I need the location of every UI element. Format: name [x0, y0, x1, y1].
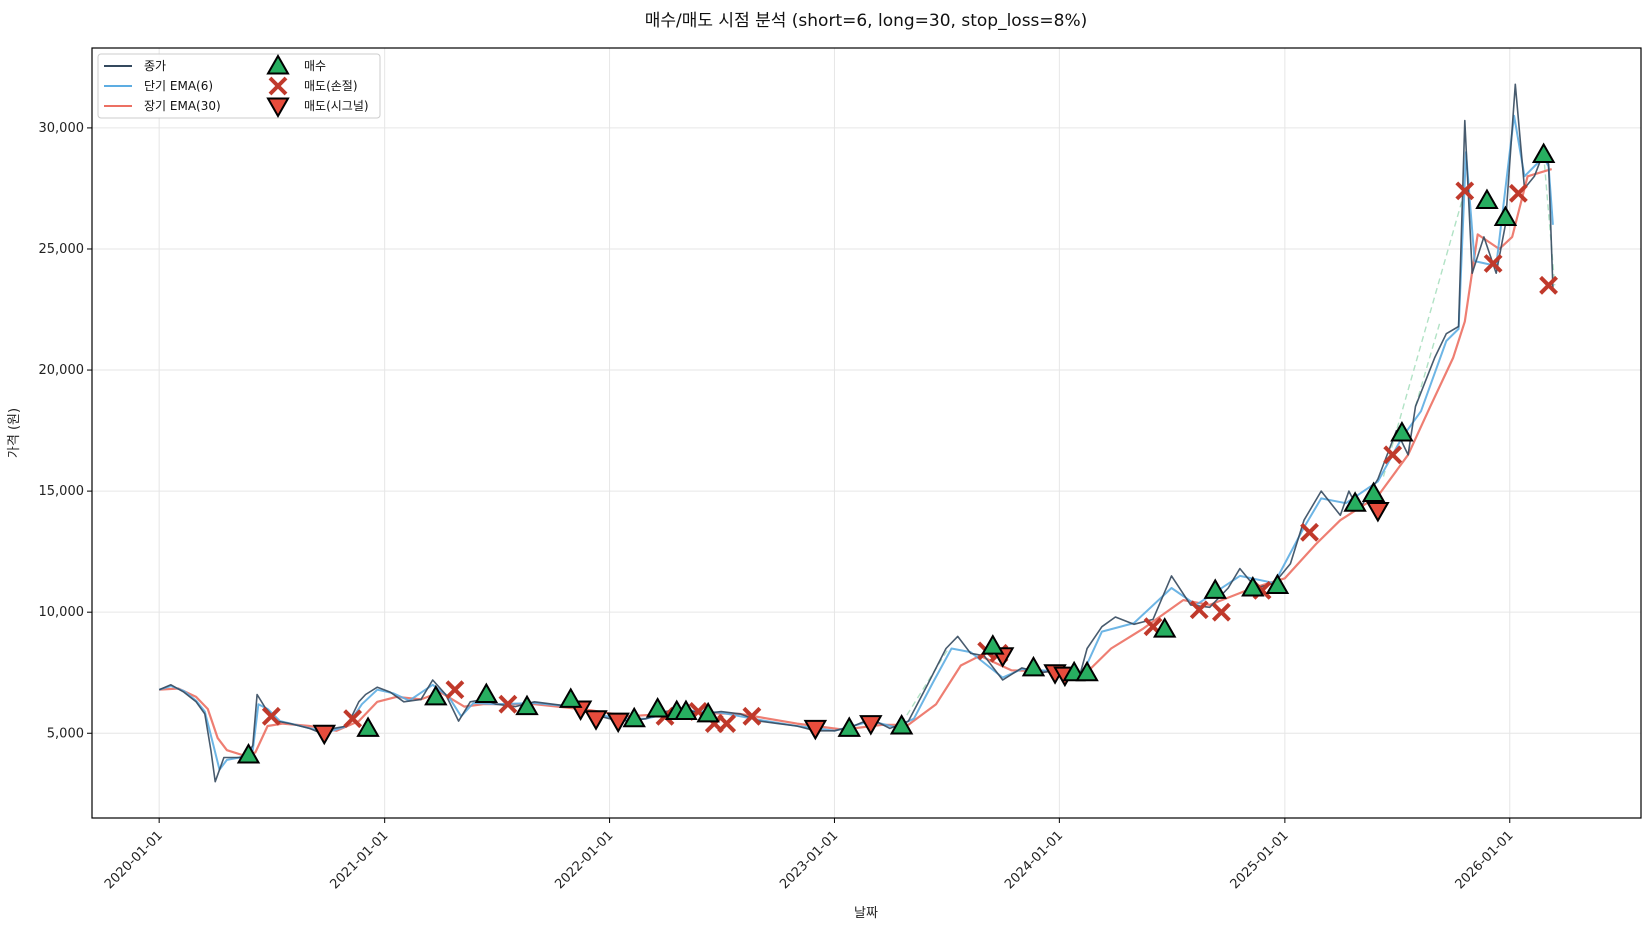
y-tick-label: 20,000 [39, 363, 85, 378]
y-axis-label: 가격 (원) [7, 408, 22, 458]
buy-marker [1475, 188, 1499, 210]
sell-stoploss-marker [742, 706, 762, 726]
legend-label: 매수 [304, 59, 326, 73]
y-tick-label: 30,000 [39, 121, 85, 136]
sell-stoploss-marker [1383, 445, 1403, 465]
buy-marker [674, 699, 698, 720]
buy-marker [1361, 481, 1386, 503]
y-tick-label: 5,000 [47, 726, 84, 741]
buy-marker [889, 713, 914, 735]
sell-stoploss-marker [1211, 602, 1231, 622]
sell-stoploss-marker [445, 680, 465, 700]
trade-link-line [901, 648, 950, 724]
sell-signal-marker [1366, 501, 1390, 523]
buy-marker [559, 687, 583, 708]
buy-marker [981, 634, 1005, 655]
buy-marker [1390, 420, 1414, 442]
stoploss-stroke [1455, 181, 1475, 201]
stoploss-stroke [343, 709, 363, 729]
stoploss-stroke [1539, 275, 1558, 295]
plot-area [158, 83, 1558, 783]
buy-marker [1531, 142, 1556, 164]
sell-stoploss-marker [1539, 275, 1558, 295]
sell-signal-marker [859, 715, 883, 736]
stoploss-stroke [1211, 602, 1231, 622]
legend-label: 종가 [144, 59, 166, 73]
stoploss-stroke [1300, 522, 1319, 542]
sell-stoploss-marker [717, 714, 737, 733]
buy-marker [474, 682, 499, 704]
buy-marker [515, 694, 539, 716]
buy-marker [1203, 578, 1227, 599]
buy-marker [1343, 491, 1367, 512]
sell-stoploss-marker [1483, 254, 1503, 273]
legend-sell-signal-swatch [266, 97, 290, 119]
buy-marker [1241, 575, 1265, 597]
sell-signal-marker [312, 724, 337, 746]
legend-box [97, 53, 381, 119]
stoploss-stroke [1383, 445, 1403, 465]
y-tick-label: 15,000 [39, 484, 85, 499]
sell-stoploss-marker [1189, 600, 1209, 620]
buy-marker [1493, 205, 1518, 226]
sell-stoploss-marker [1455, 181, 1475, 201]
buy-marker [837, 716, 861, 737]
buy-marker [622, 706, 646, 728]
stoploss-stroke [445, 680, 465, 700]
stoploss-stroke [268, 76, 288, 96]
y-tick-label: 25,000 [39, 242, 85, 257]
sell-signal-marker [584, 710, 608, 731]
stoploss-stroke [498, 694, 518, 714]
sell-stoploss-marker [343, 709, 363, 729]
buy-marker [1021, 655, 1046, 677]
sell-signal-marker [606, 712, 630, 734]
stoploss-stroke [1189, 600, 1209, 620]
legend-label: 단기 EMA(6) [144, 79, 213, 93]
trade-link-line [1414, 321, 1441, 407]
chart-title: 매수/매도 시점 분석 (short=6, long=30, stop_loss… [645, 11, 1088, 31]
buy-marker [696, 701, 720, 723]
stoploss-stroke [1143, 617, 1163, 637]
buy-marker [1075, 660, 1099, 682]
sell-stoploss-marker [1300, 522, 1319, 542]
buy-marker [236, 743, 261, 764]
x-axis-label: 날짜 [854, 906, 878, 921]
stoploss-stroke [742, 706, 762, 726]
series-line-2 [159, 168, 1553, 757]
buy-marker [1152, 617, 1177, 638]
legend-label: 매도(손절) [304, 79, 358, 93]
buy-marker [356, 716, 380, 737]
legend-label: 매도(시그널) [304, 99, 369, 113]
y-tick-label: 10,000 [39, 605, 85, 620]
sell-stoploss-marker [261, 706, 281, 726]
plot-frame [91, 47, 1642, 819]
stoploss-stroke [1508, 183, 1528, 203]
stoploss-stroke [261, 706, 281, 726]
stoploss-stroke [1483, 254, 1503, 273]
trade-link-line [1542, 154, 1556, 286]
buy-marker [424, 684, 448, 706]
sell-stoploss-marker [498, 694, 518, 714]
legend-label: 장기 EMA(30) [144, 99, 221, 113]
stoploss-stroke [717, 714, 737, 733]
legend-stoploss-swatch [268, 76, 288, 96]
sell-signal-marker [803, 719, 828, 741]
sell-stoploss-marker [1508, 183, 1528, 203]
buy-marker [1265, 573, 1290, 595]
legend-buy-swatch [266, 53, 290, 75]
buy-marker [645, 697, 670, 718]
